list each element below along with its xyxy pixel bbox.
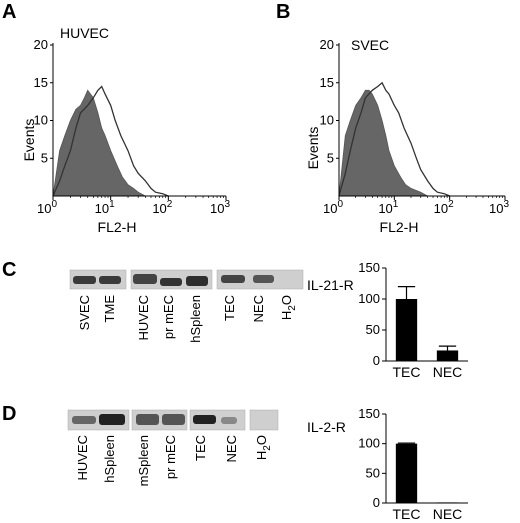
panel-letter-a: A	[2, 1, 16, 23]
blot-d-blot-band	[72, 416, 96, 424]
histogram-a-x-tick-label: 100	[37, 199, 57, 216]
bar-chart-c-y-tick-label: 50	[366, 322, 380, 337]
histogram-b-y-tick-label: 5	[327, 150, 334, 165]
bar-chart-c-y-tick-label: 100	[358, 291, 380, 306]
blot-c-label: IL-21-R	[307, 277, 354, 293]
blot-d-lane-label: TEC	[193, 435, 208, 461]
histogram-b-x-tick-label: 103	[489, 199, 509, 216]
histogram-b-y-label: Events	[305, 127, 321, 170]
blot-c-lane-labels: SVEC TME HUVEC pr mEC hSpleen TEC NEC H2O	[77, 295, 298, 343]
bar-chart-d-y-tick-label: 150	[358, 406, 380, 421]
bar-chart-d: 0 50 100 150 TEC NEC	[358, 406, 468, 522]
blot-c-blot-band	[186, 276, 208, 286]
blot-c-lane-label: TEC	[222, 295, 237, 321]
blot-c-blot-band	[221, 275, 245, 283]
histogram-a: 5 10 15 20 100 101 102 103	[34, 37, 231, 216]
blot-d-lane-label: mSpleen	[136, 435, 151, 486]
histogram-a-y-label: Events	[21, 119, 37, 162]
blot-d-label: IL-2-R	[307, 419, 346, 435]
histogram-b-y-tick-label: 20	[320, 37, 334, 52]
bar-chart-d-category-label: TEC	[393, 506, 421, 522]
blot-c-lane-label: pr mEC	[161, 295, 176, 339]
histogram-a-histogram-outline	[52, 85, 169, 197]
blot-d-lane-label: NEC	[224, 435, 239, 462]
bar-chart-d-category-label: NEC	[433, 506, 463, 522]
bar-chart-c-category-label: TEC	[393, 364, 421, 380]
blot-c-lane-label: TME	[102, 295, 117, 323]
histogram-a-y-tick-label: 15	[34, 75, 48, 90]
blot-c-blot-band	[99, 276, 121, 284]
blot-d-lane-label: H2O	[254, 435, 273, 460]
blot-c-blot-strip	[69, 269, 127, 290]
blot-d-blot-band	[136, 414, 159, 425]
bar-chart-c-y-tick-label: 150	[358, 260, 380, 275]
bar-chart-d-bar-nec	[436, 502, 459, 503]
blot-d-lane-label: hSpleen	[102, 435, 117, 483]
blot-c-lane-label: hSpleen	[188, 295, 203, 343]
panel-letter-c: C	[2, 259, 16, 281]
histogram-a-x-tick-label: 101	[95, 199, 115, 216]
blot-d-blot-band	[221, 417, 237, 424]
histogram-b: 5 10 15 20 100 101 102 103	[320, 37, 510, 216]
blot-c-lane-label: HUVEC	[136, 295, 151, 341]
histogram-b-x-tick-label: 101	[378, 199, 398, 216]
histogram-a-histogram-filled	[52, 89, 146, 197]
blot-d-lane-label: pr mEC	[163, 435, 178, 479]
bar-chart-d-y-tick-label: 100	[358, 436, 380, 451]
blot-d-blot-band	[162, 414, 185, 425]
blot-d-lane-labels: HUVEC hSpleen mSpleen pr mEC TEC NEC H2O	[75, 435, 273, 486]
blot-c-lane-label: NEC	[251, 295, 266, 322]
blot-c-lane-label: SVEC	[77, 295, 92, 330]
western-blot-c	[69, 269, 304, 290]
histogram-b-x-tick-label: 100	[323, 199, 343, 216]
histogram-a-y-tick-label: 20	[34, 37, 48, 52]
blot-c-blot-band	[73, 276, 96, 284]
bar-chart-c-bar-nec	[436, 350, 459, 361]
bar-chart-c-y-tick-label: 0	[373, 353, 380, 368]
blot-c-lane-label: H2O	[279, 295, 298, 320]
blot-d-lane-label: HUVEC	[75, 435, 90, 481]
blot-d-blot-strip	[249, 409, 279, 431]
histogram-b-y-tick-label: 15	[320, 75, 334, 90]
histogram-b-x-label: FL2-H	[380, 219, 419, 235]
bar-chart-d-y-tick-label: 50	[366, 465, 380, 480]
bar-chart-c-category-label: NEC	[433, 364, 463, 380]
histogram-a-cell-label: HUVEC	[60, 25, 109, 41]
panel-letter-b: B	[276, 1, 290, 23]
bar-chart-d-bar-tec	[395, 443, 418, 503]
bar-chart-c-bar-tec	[395, 299, 418, 361]
blot-c-blot-band	[253, 275, 274, 283]
blot-d-blot-band	[99, 414, 125, 425]
blot-d-blot-band	[193, 415, 216, 424]
blot-c-blot-band	[160, 278, 182, 286]
histogram-b-x-tick-label: 102	[434, 199, 454, 216]
blot-c-blot-band	[133, 274, 157, 284]
histogram-a-x-tick-label: 103	[210, 199, 230, 216]
histogram-b-cell-label: SVEC	[351, 37, 389, 53]
histogram-a-y-tick-label: 10	[34, 113, 48, 128]
histogram-b-histogram-filled	[338, 89, 428, 197]
bar-chart-d-y-tick-label: 0	[373, 495, 380, 510]
histogram-a-x-label: FL2-H	[98, 219, 137, 235]
histogram-a-y-tick-label: 5	[41, 150, 48, 165]
histogram-b-y-tick-label: 10	[320, 113, 334, 128]
bar-chart-c: 0 50 100 150 TEC NEC	[358, 260, 468, 380]
histogram-a-x-tick-label: 102	[152, 199, 172, 216]
panel-letter-d: D	[2, 403, 16, 425]
histogram-b-histogram-outline	[338, 81, 450, 197]
western-blot-d	[67, 409, 279, 431]
